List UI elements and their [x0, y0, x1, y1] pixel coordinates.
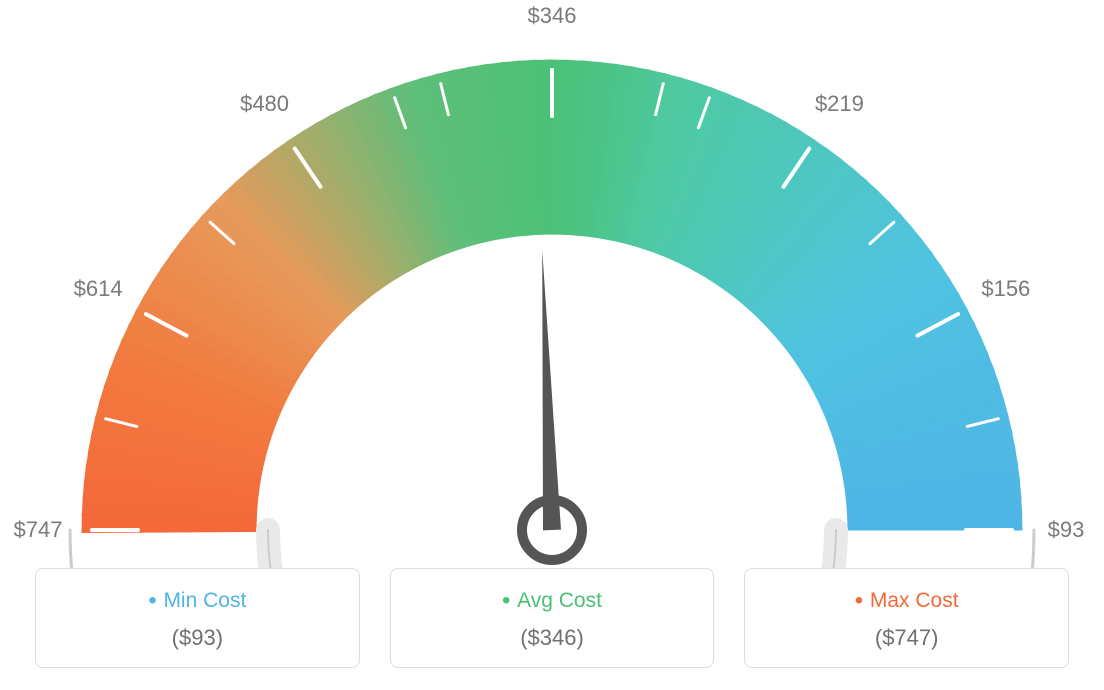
legend-avg-card: Avg Cost ($346): [390, 568, 715, 668]
legend-avg-value: ($346): [401, 625, 704, 651]
legend-max-title: Max Cost: [755, 587, 1058, 615]
legend-max-card: Max Cost ($747): [744, 568, 1069, 668]
gauge-tick-label: $93: [1048, 517, 1085, 543]
gauge-tick-label: $480: [240, 91, 289, 117]
gauge-tick-label: $747: [14, 517, 63, 543]
gauge-needle: [542, 250, 561, 530]
legend-min-card: Min Cost ($93): [35, 568, 360, 668]
legend-min-title: Min Cost: [46, 587, 349, 615]
gauge-tick-label: $614: [74, 276, 123, 302]
gauge-tick-label: $156: [981, 276, 1030, 302]
legend-max-value: ($747): [755, 625, 1058, 651]
gauge-svg: [0, 10, 1104, 570]
legend-min-value: ($93): [46, 625, 349, 651]
legend-avg-title: Avg Cost: [401, 587, 704, 615]
cost-gauge-container: $93 $156 $219 $346 $480 $614 $747 Min Cost ($9…: [0, 0, 1104, 690]
gauge-tick-label: $346: [528, 3, 577, 29]
gauge-chart: $93$156$219$346$480$614$747: [0, 10, 1104, 570]
legend-row: Min Cost ($93) Avg Cost ($346) Max Cost …: [35, 568, 1069, 668]
gauge-tick-label: $219: [815, 91, 864, 117]
